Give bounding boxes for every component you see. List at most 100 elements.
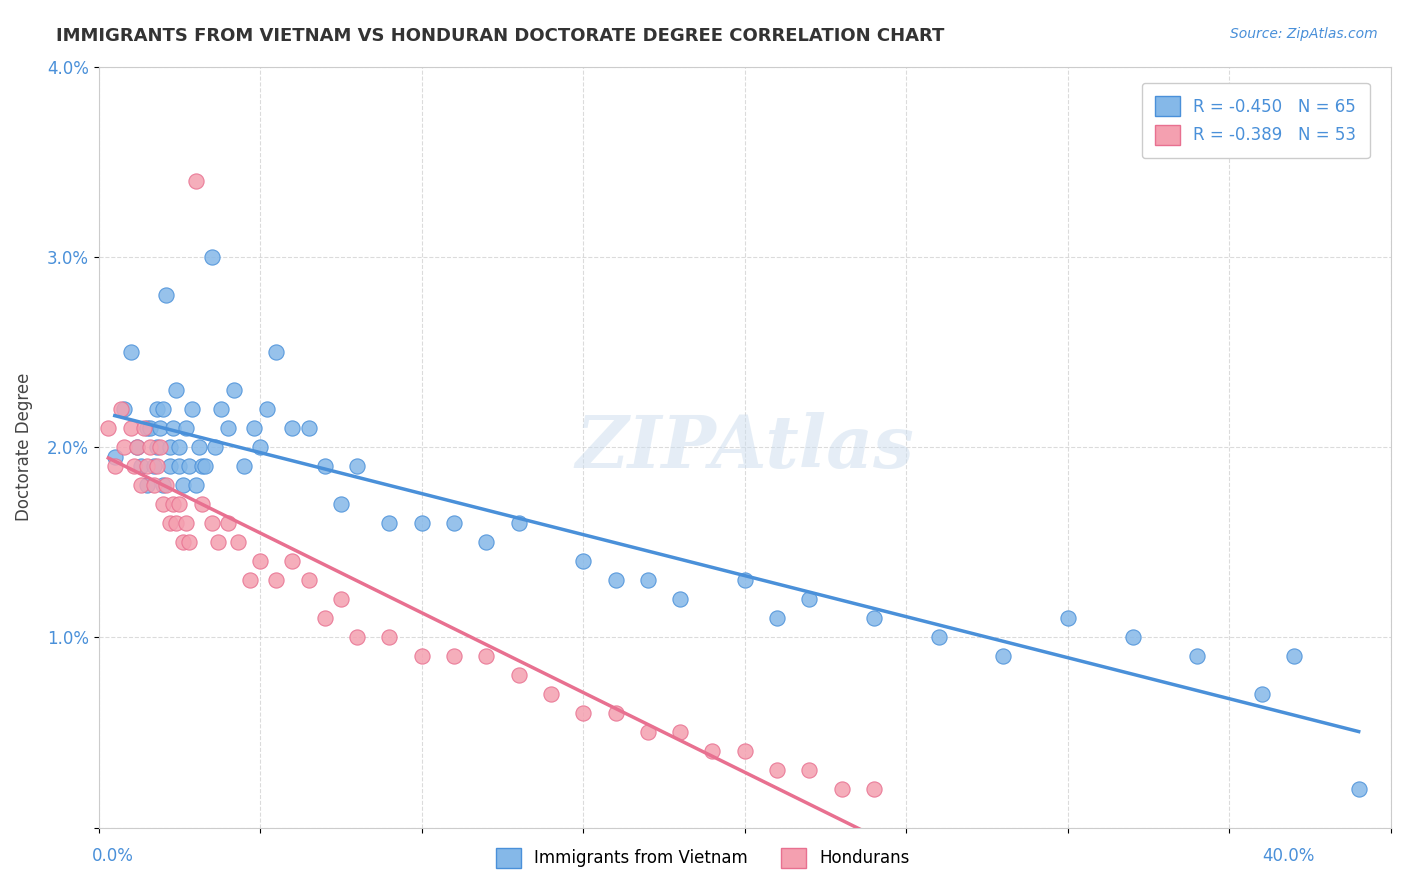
- Point: [378, 516, 401, 531]
- Point: [165, 516, 187, 531]
- Point: [799, 764, 821, 778]
- Point: [162, 421, 184, 435]
- Point: [149, 440, 172, 454]
- Point: [155, 288, 177, 302]
- Text: IMMIGRANTS FROM VIETNAM VS HONDURAN DOCTORATE DEGREE CORRELATION CHART: IMMIGRANTS FROM VIETNAM VS HONDURAN DOCT…: [56, 27, 945, 45]
- Point: [346, 459, 368, 474]
- Point: [129, 478, 152, 492]
- Point: [249, 440, 271, 454]
- Point: [120, 345, 142, 359]
- Text: 40.0%: 40.0%: [1263, 847, 1315, 864]
- Point: [831, 782, 853, 797]
- Legend: R = -0.450   N = 65, R = -0.389   N = 53: R = -0.450 N = 65, R = -0.389 N = 53: [1142, 83, 1369, 158]
- Point: [177, 459, 200, 474]
- Y-axis label: Doctorate Degree: Doctorate Degree: [15, 373, 32, 521]
- Point: [127, 440, 149, 454]
- Point: [145, 440, 167, 454]
- Point: [669, 592, 692, 607]
- Point: [104, 459, 127, 474]
- Point: [149, 421, 172, 435]
- Point: [1057, 611, 1080, 625]
- Point: [97, 421, 120, 435]
- Point: [508, 668, 530, 682]
- Point: [152, 478, 174, 492]
- Point: [734, 744, 756, 758]
- Point: [204, 440, 226, 454]
- Point: [249, 554, 271, 568]
- Point: [191, 459, 214, 474]
- Point: [136, 421, 159, 435]
- Point: [174, 421, 197, 435]
- Point: [136, 478, 159, 492]
- Point: [540, 687, 562, 701]
- Point: [329, 592, 352, 607]
- Point: [142, 459, 165, 474]
- Point: [139, 421, 162, 435]
- Point: [201, 516, 224, 531]
- Point: [209, 402, 232, 417]
- Point: [136, 459, 159, 474]
- Point: [1282, 649, 1305, 664]
- Point: [162, 497, 184, 511]
- Point: [165, 383, 187, 397]
- Point: [266, 345, 288, 359]
- Point: [766, 764, 789, 778]
- Legend: Immigrants from Vietnam, Hondurans: Immigrants from Vietnam, Hondurans: [489, 841, 917, 875]
- Point: [174, 516, 197, 531]
- Point: [129, 459, 152, 474]
- Point: [346, 630, 368, 644]
- Point: [184, 478, 207, 492]
- Point: [863, 782, 886, 797]
- Point: [169, 459, 191, 474]
- Point: [172, 535, 194, 549]
- Point: [298, 573, 321, 587]
- Text: ZIPAtlas: ZIPAtlas: [575, 411, 914, 483]
- Point: [110, 402, 132, 417]
- Point: [155, 478, 177, 492]
- Point: [224, 383, 246, 397]
- Point: [266, 573, 288, 587]
- Point: [508, 516, 530, 531]
- Point: [411, 516, 433, 531]
- Point: [475, 649, 498, 664]
- Point: [298, 421, 321, 435]
- Point: [572, 554, 595, 568]
- Point: [1347, 782, 1369, 797]
- Point: [1250, 687, 1272, 701]
- Point: [120, 421, 142, 435]
- Point: [159, 516, 181, 531]
- Point: [314, 459, 336, 474]
- Point: [281, 554, 304, 568]
- Point: [378, 630, 401, 644]
- Point: [145, 459, 167, 474]
- Point: [139, 440, 162, 454]
- Point: [187, 440, 209, 454]
- Point: [443, 649, 465, 664]
- Point: [281, 421, 304, 435]
- Point: [217, 421, 239, 435]
- Point: [169, 440, 191, 454]
- Point: [177, 535, 200, 549]
- Point: [702, 744, 724, 758]
- Point: [669, 725, 692, 739]
- Point: [114, 402, 136, 417]
- Point: [159, 440, 181, 454]
- Point: [145, 402, 167, 417]
- Point: [411, 649, 433, 664]
- Point: [256, 402, 278, 417]
- Point: [799, 592, 821, 607]
- Point: [314, 611, 336, 625]
- Point: [184, 174, 207, 188]
- Point: [159, 459, 181, 474]
- Text: 0.0%: 0.0%: [91, 847, 134, 864]
- Point: [443, 516, 465, 531]
- Point: [242, 421, 264, 435]
- Point: [169, 497, 191, 511]
- Point: [207, 535, 229, 549]
- Point: [142, 478, 165, 492]
- Point: [637, 573, 659, 587]
- Point: [127, 440, 149, 454]
- Point: [329, 497, 352, 511]
- Point: [993, 649, 1015, 664]
- Point: [226, 535, 249, 549]
